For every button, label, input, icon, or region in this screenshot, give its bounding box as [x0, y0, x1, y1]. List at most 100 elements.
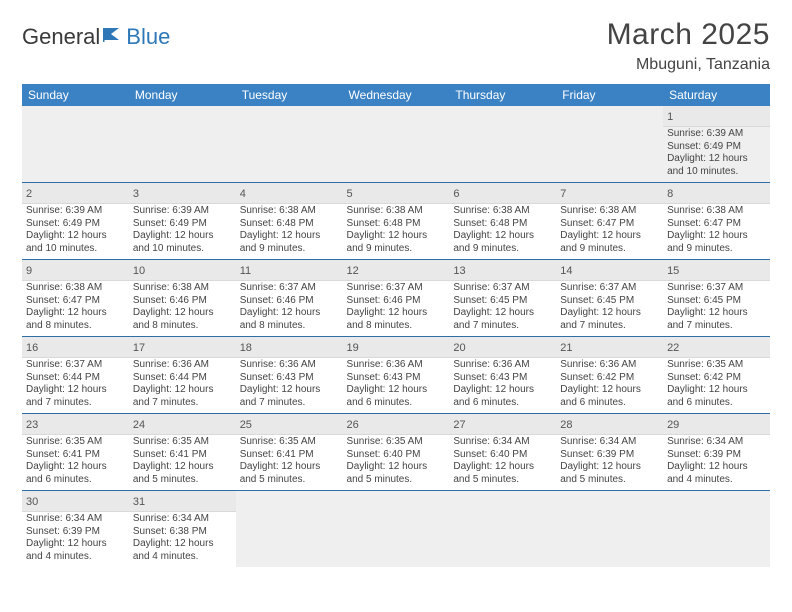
daylight-text: and 8 minutes.: [133, 320, 232, 333]
day-number-row: 27: [449, 414, 556, 435]
day-info: Sunrise: 6:37 AMSunset: 6:46 PMDaylight:…: [347, 282, 446, 332]
day-number: 9: [26, 265, 32, 277]
daylight-text: and 7 minutes.: [240, 397, 339, 410]
day-info: Sunrise: 6:37 AMSunset: 6:46 PMDaylight:…: [240, 282, 339, 332]
day-info: Sunrise: 6:36 AMSunset: 6:44 PMDaylight:…: [133, 359, 232, 409]
sunrise-text: Sunrise: 6:39 AM: [133, 205, 232, 218]
sunset-text: Sunset: 6:39 PM: [26, 526, 125, 539]
calendar-day-cell: 17Sunrise: 6:36 AMSunset: 6:44 PMDayligh…: [129, 337, 236, 414]
day-header: Wednesday: [343, 84, 450, 106]
calendar-day-cell: 13Sunrise: 6:37 AMSunset: 6:45 PMDayligh…: [449, 260, 556, 337]
daylight-text: Daylight: 12 hours: [26, 307, 125, 320]
day-info: Sunrise: 6:35 AMSunset: 6:41 PMDaylight:…: [26, 436, 125, 486]
day-number: 10: [133, 265, 145, 277]
sunrise-text: Sunrise: 6:38 AM: [560, 205, 659, 218]
day-number: 30: [26, 496, 38, 508]
day-number-row: 7: [556, 183, 663, 204]
sunset-text: Sunset: 6:45 PM: [667, 295, 766, 308]
day-number: 28: [560, 419, 572, 431]
day-number: 26: [347, 419, 359, 431]
day-number: 23: [26, 419, 38, 431]
sunrise-text: Sunrise: 6:38 AM: [667, 205, 766, 218]
day-number-row: 5: [343, 183, 450, 204]
day-number: 25: [240, 419, 252, 431]
day-number-row: 29: [663, 414, 770, 435]
sunset-text: Sunset: 6:49 PM: [26, 218, 125, 231]
sunset-text: Sunset: 6:47 PM: [26, 295, 125, 308]
sunset-text: Sunset: 6:45 PM: [560, 295, 659, 308]
sunset-text: Sunset: 6:41 PM: [240, 449, 339, 462]
daylight-text: Daylight: 12 hours: [347, 307, 446, 320]
daylight-text: Daylight: 12 hours: [453, 307, 552, 320]
daylight-text: Daylight: 12 hours: [560, 230, 659, 243]
daylight-text: Daylight: 12 hours: [453, 230, 552, 243]
calendar-day-cell: 9 Sunrise: 6:38 AMSunset: 6:47 PMDaylight…: [22, 260, 129, 337]
day-info: Sunrise: 6:37 AMSunset: 6:45 PMDaylight:…: [667, 282, 766, 332]
calendar-day-cell: 6Sunrise: 6:38 AMSunset: 6:48 PMDaylight…: [449, 183, 556, 260]
day-header: Sunday: [22, 84, 129, 106]
brand-part2: Blue: [126, 24, 170, 50]
daylight-text: and 7 minutes.: [560, 320, 659, 333]
calendar-day-cell: [556, 491, 663, 568]
day-number-row: 21: [556, 337, 663, 358]
calendar-day-cell: 8Sunrise: 6:38 AMSunset: 6:47 PMDaylight…: [663, 183, 770, 260]
day-info: Sunrise: 6:39 AMSunset: 6:49 PMDaylight:…: [667, 128, 766, 178]
page-header: GeneralBlue March 2025 Mbuguni, Tanzania: [22, 18, 770, 74]
day-number-row: 2: [22, 183, 129, 204]
calendar-day-cell: [236, 106, 343, 183]
daylight-text: and 5 minutes.: [133, 474, 232, 487]
day-number-row: 23: [22, 414, 129, 435]
day-number: 18: [240, 342, 252, 354]
sunrise-text: Sunrise: 6:34 AM: [453, 436, 552, 449]
day-info: Sunrise: 6:34 AMSunset: 6:39 PMDaylight:…: [667, 436, 766, 486]
sunrise-text: Sunrise: 6:38 AM: [453, 205, 552, 218]
daylight-text: Daylight: 12 hours: [133, 230, 232, 243]
sunset-text: Sunset: 6:42 PM: [667, 372, 766, 385]
sunrise-text: Sunrise: 6:37 AM: [347, 282, 446, 295]
calendar-week-row: 30Sunrise: 6:34 AMSunset: 6:39 PMDayligh…: [22, 491, 770, 568]
calendar-day-cell: 31Sunrise: 6:34 AMSunset: 6:38 PMDayligh…: [129, 491, 236, 568]
day-number: 22: [667, 342, 679, 354]
sunset-text: Sunset: 6:47 PM: [560, 218, 659, 231]
day-number: 19: [347, 342, 359, 354]
calendar-day-cell: 12Sunrise: 6:37 AMSunset: 6:46 PMDayligh…: [343, 260, 450, 337]
daylight-text: Daylight: 12 hours: [26, 538, 125, 551]
day-number: 2: [26, 188, 32, 200]
day-number: 27: [453, 419, 465, 431]
day-info: Sunrise: 6:36 AMSunset: 6:42 PMDaylight:…: [560, 359, 659, 409]
calendar-day-cell: 20Sunrise: 6:36 AMSunset: 6:43 PMDayligh…: [449, 337, 556, 414]
day-info: Sunrise: 6:39 AMSunset: 6:49 PMDaylight:…: [26, 205, 125, 255]
day-info: Sunrise: 6:36 AMSunset: 6:43 PMDaylight:…: [347, 359, 446, 409]
calendar-day-cell: 14Sunrise: 6:37 AMSunset: 6:45 PMDayligh…: [556, 260, 663, 337]
sunrise-text: Sunrise: 6:35 AM: [347, 436, 446, 449]
daylight-text: Daylight: 12 hours: [453, 461, 552, 474]
daylight-text: Daylight: 12 hours: [26, 461, 125, 474]
day-info: Sunrise: 6:38 AMSunset: 6:48 PMDaylight:…: [347, 205, 446, 255]
sunset-text: Sunset: 6:39 PM: [560, 449, 659, 462]
sunrise-text: Sunrise: 6:38 AM: [26, 282, 125, 295]
sunset-text: Sunset: 6:41 PM: [26, 449, 125, 462]
day-number: 8: [667, 188, 673, 200]
day-info: Sunrise: 6:38 AMSunset: 6:47 PMDaylight:…: [26, 282, 125, 332]
location-title: Mbuguni, Tanzania: [607, 56, 770, 74]
calendar-day-cell: 24Sunrise: 6:35 AMSunset: 6:41 PMDayligh…: [129, 414, 236, 491]
sunset-text: Sunset: 6:48 PM: [240, 218, 339, 231]
day-header: Monday: [129, 84, 236, 106]
day-number-row: 22: [663, 337, 770, 358]
daylight-text: Daylight: 12 hours: [133, 538, 232, 551]
sunrise-text: Sunrise: 6:37 AM: [453, 282, 552, 295]
sunrise-text: Sunrise: 6:37 AM: [560, 282, 659, 295]
sunset-text: Sunset: 6:40 PM: [453, 449, 552, 462]
day-info: Sunrise: 6:35 AMSunset: 6:41 PMDaylight:…: [240, 436, 339, 486]
day-number-row: 28: [556, 414, 663, 435]
daylight-text: Daylight: 12 hours: [240, 461, 339, 474]
day-number: 4: [240, 188, 246, 200]
day-info: Sunrise: 6:34 AMSunset: 6:38 PMDaylight:…: [133, 513, 232, 563]
daylight-text: Daylight: 12 hours: [26, 230, 125, 243]
sunrise-text: Sunrise: 6:35 AM: [133, 436, 232, 449]
calendar-week-row: 9Sunrise: 6:38 AMSunset: 6:47 PMDaylight…: [22, 260, 770, 337]
daylight-text: Daylight: 12 hours: [560, 461, 659, 474]
sunset-text: Sunset: 6:42 PM: [560, 372, 659, 385]
day-info: Sunrise: 6:38 AMSunset: 6:48 PMDaylight:…: [240, 205, 339, 255]
daylight-text: and 4 minutes.: [26, 551, 125, 564]
